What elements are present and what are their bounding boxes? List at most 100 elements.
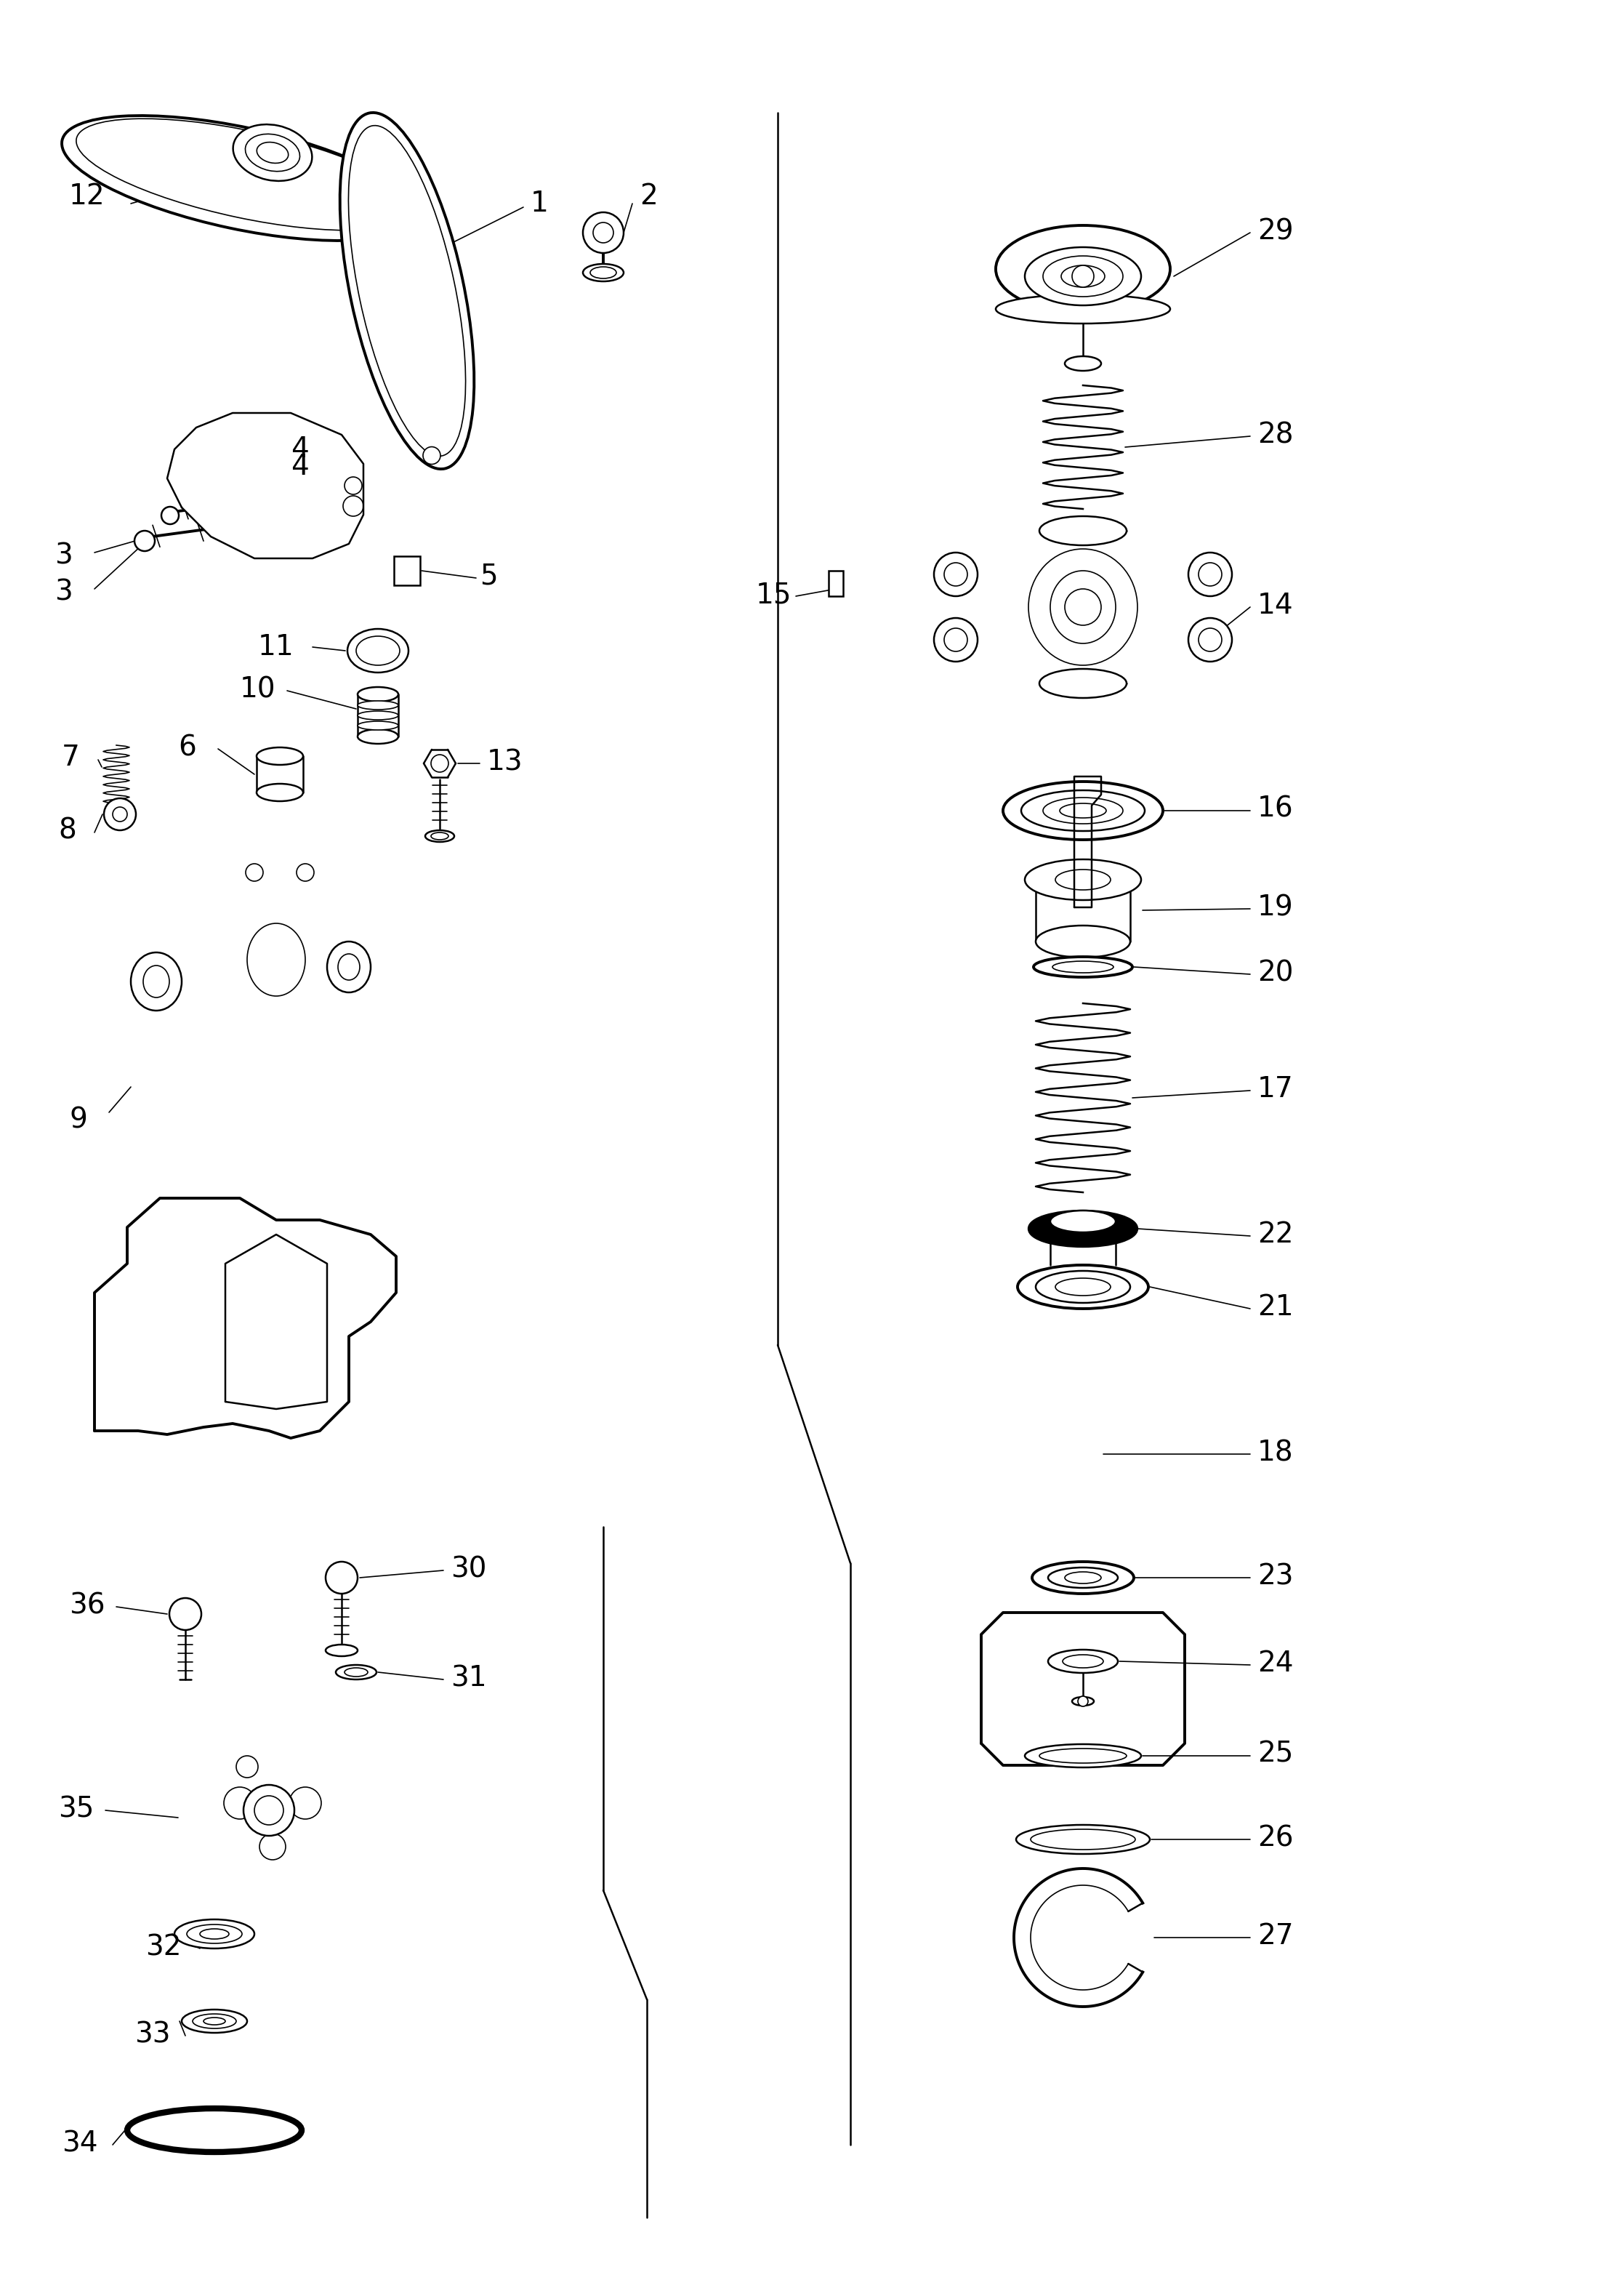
Circle shape — [326, 1561, 358, 1593]
Ellipse shape — [358, 721, 399, 730]
Circle shape — [1199, 563, 1221, 585]
Ellipse shape — [1048, 1568, 1118, 1589]
Ellipse shape — [357, 636, 400, 666]
Ellipse shape — [246, 133, 301, 172]
Text: 32: 32 — [145, 1933, 182, 1961]
Ellipse shape — [1072, 1697, 1094, 1706]
Text: 25: 25 — [1257, 1740, 1294, 1768]
Ellipse shape — [1059, 804, 1106, 817]
Text: 31: 31 — [450, 1665, 487, 1692]
Circle shape — [945, 629, 967, 652]
Ellipse shape — [1030, 1212, 1135, 1244]
Text: 16: 16 — [1257, 794, 1294, 822]
Ellipse shape — [76, 119, 415, 230]
Text: 26: 26 — [1257, 1823, 1294, 1853]
Ellipse shape — [996, 294, 1170, 324]
Circle shape — [223, 1786, 256, 1818]
Circle shape — [1072, 266, 1094, 287]
Text: 35: 35 — [58, 1795, 95, 1823]
Ellipse shape — [328, 941, 371, 992]
Text: 23: 23 — [1257, 1561, 1294, 1591]
Ellipse shape — [1016, 1825, 1151, 1853]
Ellipse shape — [186, 1924, 243, 1942]
Ellipse shape — [1025, 248, 1141, 305]
Circle shape — [236, 1756, 259, 1777]
Ellipse shape — [358, 687, 399, 703]
Text: 8: 8 — [58, 817, 76, 845]
Text: 4: 4 — [291, 436, 309, 464]
Ellipse shape — [1020, 790, 1144, 831]
Text: 15: 15 — [755, 581, 792, 608]
Circle shape — [104, 799, 137, 831]
Text: 20: 20 — [1257, 960, 1294, 987]
Ellipse shape — [1061, 266, 1104, 287]
Ellipse shape — [426, 831, 455, 843]
Ellipse shape — [1040, 517, 1127, 544]
Ellipse shape — [1037, 863, 1130, 895]
Text: 34: 34 — [61, 2128, 98, 2158]
Ellipse shape — [358, 730, 399, 744]
Text: 19: 19 — [1257, 893, 1294, 921]
Ellipse shape — [1065, 356, 1101, 370]
Ellipse shape — [1056, 1279, 1110, 1295]
Ellipse shape — [1033, 957, 1133, 978]
Ellipse shape — [326, 1644, 358, 1655]
Polygon shape — [95, 1199, 395, 1437]
Text: 1: 1 — [530, 191, 548, 218]
Ellipse shape — [247, 923, 305, 996]
Ellipse shape — [1040, 668, 1127, 698]
Text: 28: 28 — [1257, 420, 1294, 448]
Ellipse shape — [337, 953, 360, 980]
Ellipse shape — [143, 967, 169, 996]
Ellipse shape — [1043, 797, 1123, 824]
Text: 10: 10 — [239, 675, 276, 703]
Text: 18: 18 — [1257, 1440, 1294, 1467]
Circle shape — [135, 530, 154, 551]
Ellipse shape — [1040, 1750, 1127, 1763]
Ellipse shape — [358, 700, 399, 709]
Ellipse shape — [199, 1929, 228, 1940]
Circle shape — [934, 553, 977, 597]
Text: 7: 7 — [61, 744, 80, 771]
Text: 21: 21 — [1257, 1293, 1294, 1320]
Ellipse shape — [1003, 781, 1163, 840]
Ellipse shape — [127, 2108, 302, 2151]
Circle shape — [297, 863, 313, 882]
Ellipse shape — [583, 264, 624, 282]
Circle shape — [431, 755, 448, 771]
Ellipse shape — [1037, 1272, 1130, 1302]
Ellipse shape — [257, 142, 288, 163]
Ellipse shape — [1051, 1210, 1115, 1233]
Ellipse shape — [1017, 1265, 1149, 1309]
Text: 36: 36 — [69, 1591, 104, 1619]
Circle shape — [1065, 588, 1101, 625]
Text: 33: 33 — [135, 2020, 170, 2048]
Polygon shape — [225, 1235, 328, 1410]
Ellipse shape — [347, 629, 408, 673]
Bar — [394, 556, 419, 585]
Ellipse shape — [130, 953, 182, 1010]
Ellipse shape — [1056, 870, 1110, 891]
Ellipse shape — [1065, 1573, 1101, 1584]
Circle shape — [289, 1786, 321, 1818]
Text: 29: 29 — [1257, 218, 1294, 246]
Ellipse shape — [233, 124, 312, 181]
Circle shape — [342, 496, 363, 517]
Ellipse shape — [341, 113, 474, 468]
Text: 17: 17 — [1257, 1075, 1294, 1102]
Ellipse shape — [336, 1665, 376, 1678]
Circle shape — [254, 1795, 283, 1825]
Circle shape — [945, 563, 967, 585]
Ellipse shape — [1025, 1745, 1141, 1768]
Circle shape — [259, 1835, 286, 1860]
Circle shape — [423, 448, 440, 464]
Text: 2: 2 — [640, 181, 657, 211]
Text: 3: 3 — [55, 542, 72, 569]
Text: 22: 22 — [1257, 1221, 1294, 1249]
Ellipse shape — [1025, 859, 1141, 900]
Circle shape — [934, 618, 977, 661]
Circle shape — [244, 1784, 294, 1837]
Circle shape — [112, 806, 127, 822]
Circle shape — [1188, 618, 1233, 661]
Ellipse shape — [1037, 925, 1130, 957]
